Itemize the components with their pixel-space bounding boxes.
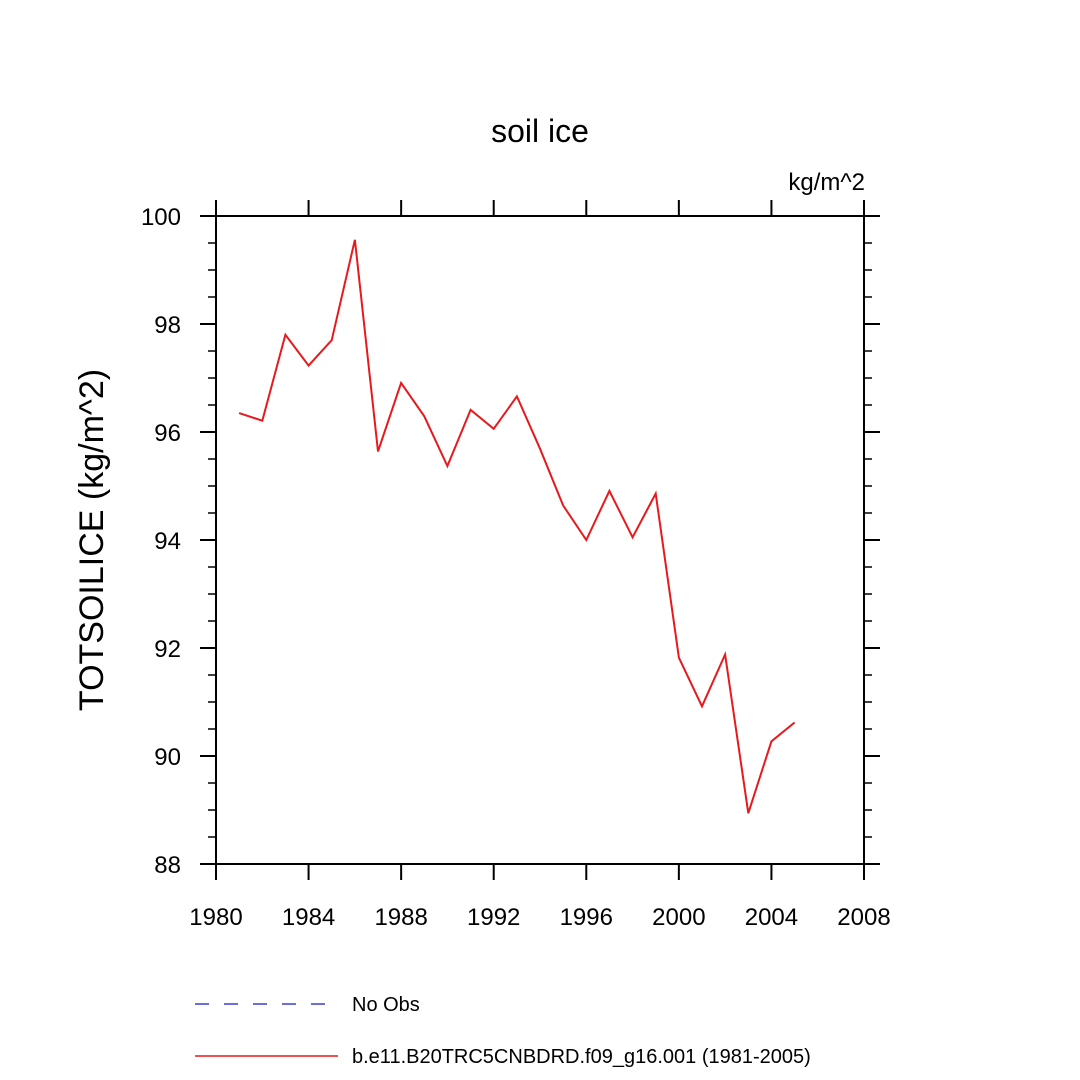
x-tick-label: 1992 [467,904,520,931]
y-tick-label: 96 [154,420,181,447]
x-tick-label: 1988 [374,904,427,931]
x-tick-label: 1980 [189,904,242,931]
x-tick-label: 2000 [652,904,705,931]
units-label: kg/m^2 [788,169,865,196]
legend: No Obs b.e11.B20TRC5CNBDRD.f09_g16.001 (1… [195,994,811,1068]
y-tick-label: 98 [154,312,181,339]
series-layer [238,239,796,814]
x-tick-label: 1984 [282,904,335,931]
y-tick-label: 92 [154,636,181,663]
y-axis-label: TOTSOILICE (kg/m^2) [73,369,111,711]
axis-ticks [200,200,880,880]
series-line [238,239,796,814]
legend-label: No Obs [352,994,420,1016]
plot-frame [215,215,865,865]
y-tick-label: 100 [141,204,181,231]
x-tick-label: 1996 [560,904,613,931]
axis-tick-labels: 1980 1984 1988 1992 1996 2000 2004 2008 88 90 92 94… [141,204,891,931]
chart-title: soil ice [491,113,589,149]
x-tick-label: 2004 [745,904,798,931]
y-tick-label: 90 [154,744,181,771]
x-tick-label: 2008 [837,904,890,931]
legend-label: b.e11.B20TRC5CNBDRD.f09_g16.001 (1981-20… [352,1046,811,1068]
y-tick-label: 94 [154,528,181,555]
y-tick-label: 88 [154,852,181,879]
